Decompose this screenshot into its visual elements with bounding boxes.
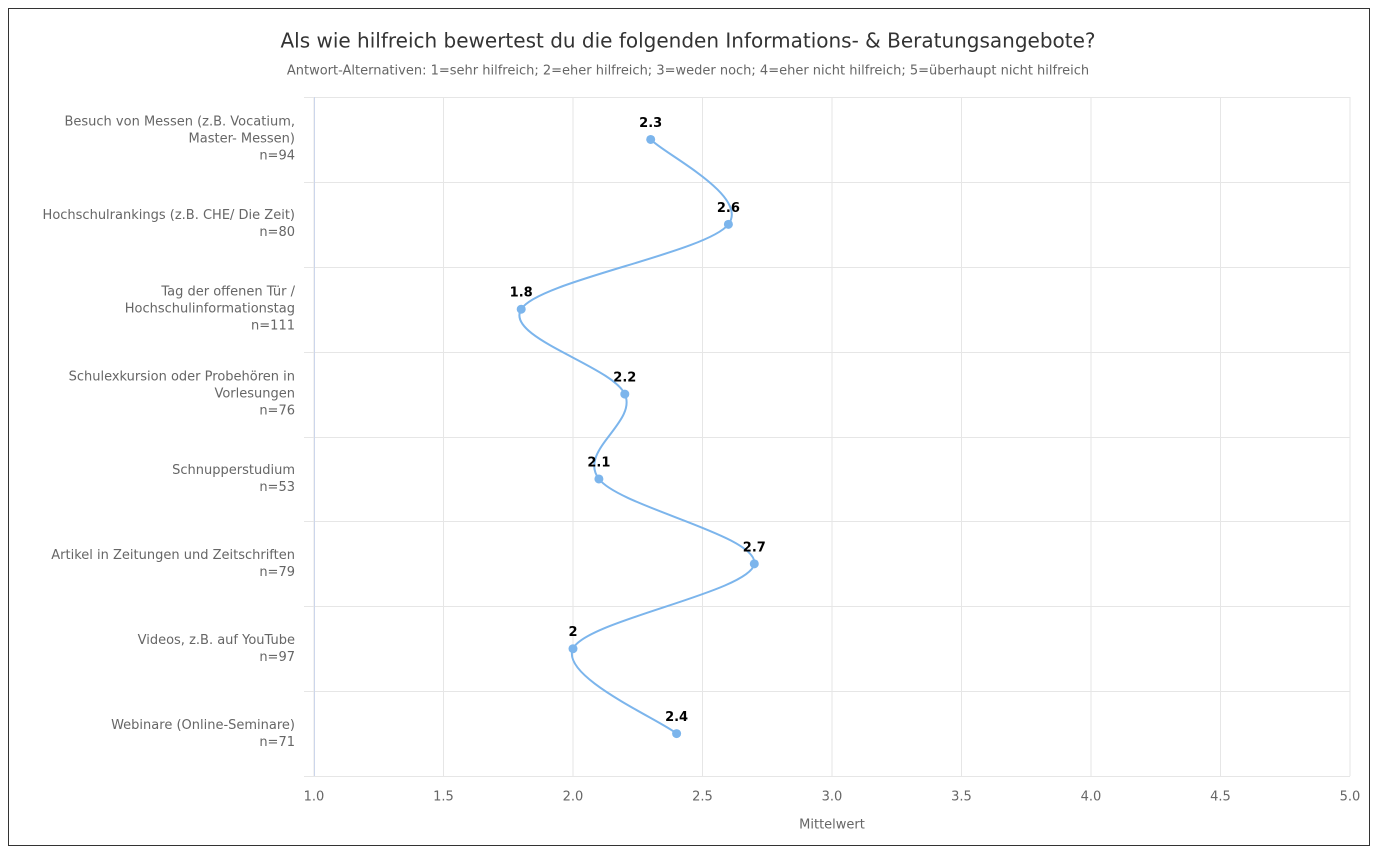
y-tick-label: Tag der offenen Tür / Hochschulinformati… [33, 284, 295, 335]
label-line: n=79 [259, 564, 295, 580]
chart-subtitle: Antwort-Alternativen: 1=sehr hilfreich; … [287, 64, 1089, 79]
label-line: Videos, z.B. auf YouTube [137, 632, 295, 648]
frame [8, 8, 1370, 846]
point [672, 729, 682, 739]
label-line: Besuch von Messen (z.B. Vocatium, Master… [64, 114, 295, 147]
x-tick-label: 2.0 [563, 790, 584, 805]
point [723, 219, 733, 229]
y-tick-label: Webinare (Online-Seminare) n=71 [33, 717, 295, 751]
data-label: 2 [568, 625, 577, 640]
y-tick-label: Schulexkursion oder Probehören in Vorles… [33, 369, 295, 420]
y-tick-label: Artikel in Zeitungen und Zeitschriften n=… [33, 547, 295, 581]
label-line: n=80 [259, 225, 295, 241]
point [594, 474, 604, 484]
series-line [518, 138, 756, 735]
data-label: 2.4 [665, 710, 688, 725]
data-label: 2.2 [613, 371, 636, 386]
y-tick-label: Hochschulrankings (z.B. CHE/ Die Zeit) n=… [33, 207, 295, 241]
x-tick-label: 3.0 [822, 790, 843, 805]
x-tick-label: 1.5 [433, 790, 454, 805]
label-line: n=111 [251, 318, 295, 334]
point [516, 304, 526, 314]
y-tick-label: Videos, z.B. auf YouTube n=97 [33, 632, 295, 666]
x-tick-label: 4.0 [1081, 790, 1102, 805]
data-label: 2.3 [639, 116, 662, 131]
data-label: 2.1 [587, 455, 610, 470]
label-line: Schulexkursion oder Probehören in Vorles… [68, 369, 295, 402]
point [568, 644, 578, 654]
x-tick-label: 2.5 [692, 790, 713, 805]
label-line: Artikel in Zeitungen und Zeitschriften [51, 547, 295, 563]
label-line: n=76 [259, 403, 295, 419]
x-tick-label: 4.5 [1210, 790, 1231, 805]
point [646, 134, 656, 144]
data-label: 2.6 [717, 201, 740, 216]
y-tick-label: Besuch von Messen (z.B. Vocatium, Master… [33, 114, 295, 165]
chart-title: Als wie hilfreich bewertest du die folge… [280, 29, 1095, 53]
point [620, 389, 630, 399]
data-label: 2.7 [743, 540, 766, 555]
x-axis-label: Mittelwert [799, 818, 865, 833]
x-tick-label: 5.0 [1340, 790, 1361, 805]
label-line: n=53 [259, 479, 295, 495]
label-line: Hochschulrankings (z.B. CHE/ Die Zeit) [42, 208, 295, 224]
point [749, 559, 759, 569]
data-label: 1.8 [510, 286, 533, 301]
label-line: Schnupperstudium [172, 462, 295, 478]
label-line: n=94 [259, 148, 295, 164]
x-tick-label: 1.0 [304, 790, 325, 805]
x-tick-label: 3.5 [951, 790, 972, 805]
label-line: Tag der offenen Tür / Hochschulinformati… [124, 284, 295, 317]
label-line: n=71 [259, 734, 295, 750]
label-line: Webinare (Online-Seminare) [111, 717, 295, 733]
y-tick-label: Schnupperstudium n=53 [33, 462, 295, 496]
label-line: n=97 [259, 649, 295, 665]
